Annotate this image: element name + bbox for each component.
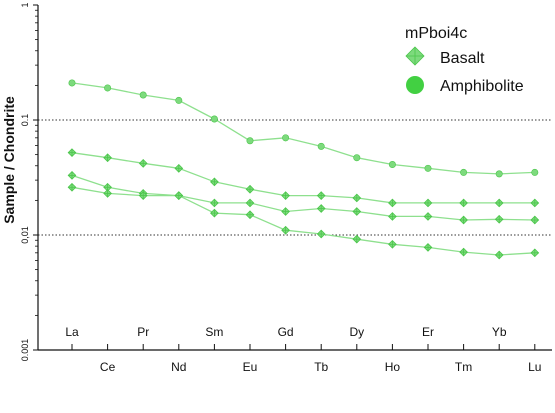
data-point	[460, 168, 468, 176]
data-point	[174, 191, 184, 200]
axes	[37, 5, 552, 351]
series-line-1	[71, 152, 535, 204]
data-point	[423, 212, 433, 221]
x-tick-label-yb: Yb	[492, 325, 507, 339]
data-point	[424, 164, 432, 172]
data-point	[494, 214, 504, 224]
data-point	[210, 115, 218, 123]
x-tick-label-ho: Ho	[385, 360, 401, 374]
data-point	[281, 207, 290, 216]
data-point	[67, 182, 77, 192]
data-point	[316, 229, 326, 239]
data-point	[282, 134, 290, 142]
legend-item-amphibolite: Amphibolite	[406, 76, 524, 95]
x-tick-label-lu: Lu	[528, 360, 541, 374]
series-line-0	[71, 82, 535, 175]
data-point	[423, 243, 433, 252]
y-tick-label: 0,01	[20, 226, 30, 244]
legend: mPboi4c Basalt Amphibolite	[405, 25, 524, 95]
series-lines	[71, 82, 535, 256]
data-point	[174, 163, 184, 173]
data-point	[494, 198, 504, 208]
legend-circle-marker	[406, 76, 424, 94]
data-point	[67, 148, 77, 158]
y-tick-label: 0.1	[20, 114, 30, 127]
data-point	[388, 212, 397, 221]
data-point	[459, 247, 468, 257]
data-point	[246, 137, 254, 145]
data-point	[531, 168, 539, 176]
x-tick-label-gd: Gd	[278, 325, 294, 339]
data-point	[352, 193, 362, 203]
data-point	[245, 184, 255, 194]
data-point	[104, 84, 112, 92]
data-point	[210, 198, 219, 208]
x-tick-label-la: La	[65, 325, 79, 339]
data-point	[210, 177, 219, 187]
x-axis-ticks: La Ce Pr Nd Sm Eu Gd Tb Dy Ho Er Tm Yb Lu	[65, 325, 541, 374]
data-point	[530, 215, 540, 225]
reference-lines	[38, 119, 552, 236]
data-point	[388, 239, 397, 249]
legend-label: Amphibolite	[440, 78, 524, 95]
data-point	[175, 96, 183, 104]
x-tick-label-pr: Pr	[137, 325, 149, 339]
x-tick-label-dy: Dy	[349, 325, 364, 339]
y-axis-label: Sample / Chondrite	[1, 96, 17, 224]
series-line-3	[71, 186, 535, 256]
data-point	[459, 198, 468, 208]
y-tick-label: 0.001	[20, 339, 30, 362]
data-point	[138, 191, 148, 200]
data-point	[316, 191, 326, 200]
data-point	[138, 158, 148, 168]
x-tick-label-er: Er	[422, 325, 434, 339]
data-point	[103, 153, 112, 163]
x-tick-label-eu: Eu	[243, 360, 258, 374]
data-point	[530, 198, 540, 208]
series-line-2	[71, 174, 535, 221]
data-point	[245, 198, 255, 208]
data-point	[316, 204, 326, 213]
data-point	[388, 198, 397, 208]
legend-label: Basalt	[440, 50, 485, 67]
data-point	[530, 248, 540, 258]
data-point	[245, 210, 255, 220]
series-markers	[67, 79, 540, 260]
data-point	[103, 189, 112, 198]
data-point	[494, 250, 504, 260]
x-tick-label-sm: Sm	[205, 325, 223, 339]
legend-title: mPboi4c	[405, 25, 467, 42]
data-point	[352, 234, 362, 244]
x-tick-label-tm: Tm	[455, 360, 472, 374]
data-point	[353, 154, 361, 162]
data-point	[281, 191, 290, 200]
legend-item-basalt: Basalt	[405, 46, 485, 67]
y-tick-label: 1	[20, 2, 30, 7]
data-point	[352, 207, 362, 216]
y-axis-ticks: 0.001 0,01 0.1 1	[20, 2, 38, 361]
data-point	[281, 225, 290, 235]
x-tick-label-nd: Nd	[171, 360, 186, 374]
data-point	[388, 161, 396, 169]
data-point	[210, 208, 219, 218]
x-tick-label-ce: Ce	[100, 360, 116, 374]
data-point	[317, 142, 325, 150]
data-point	[495, 170, 503, 178]
x-tick-label-tb: Tb	[314, 360, 328, 374]
data-point	[68, 79, 76, 87]
data-point	[67, 171, 77, 180]
data-point	[459, 215, 468, 225]
data-point	[423, 198, 433, 208]
data-point	[139, 91, 147, 99]
legend-items: Basalt Amphibolite	[405, 46, 524, 95]
legend-diamond-marker	[405, 46, 425, 66]
